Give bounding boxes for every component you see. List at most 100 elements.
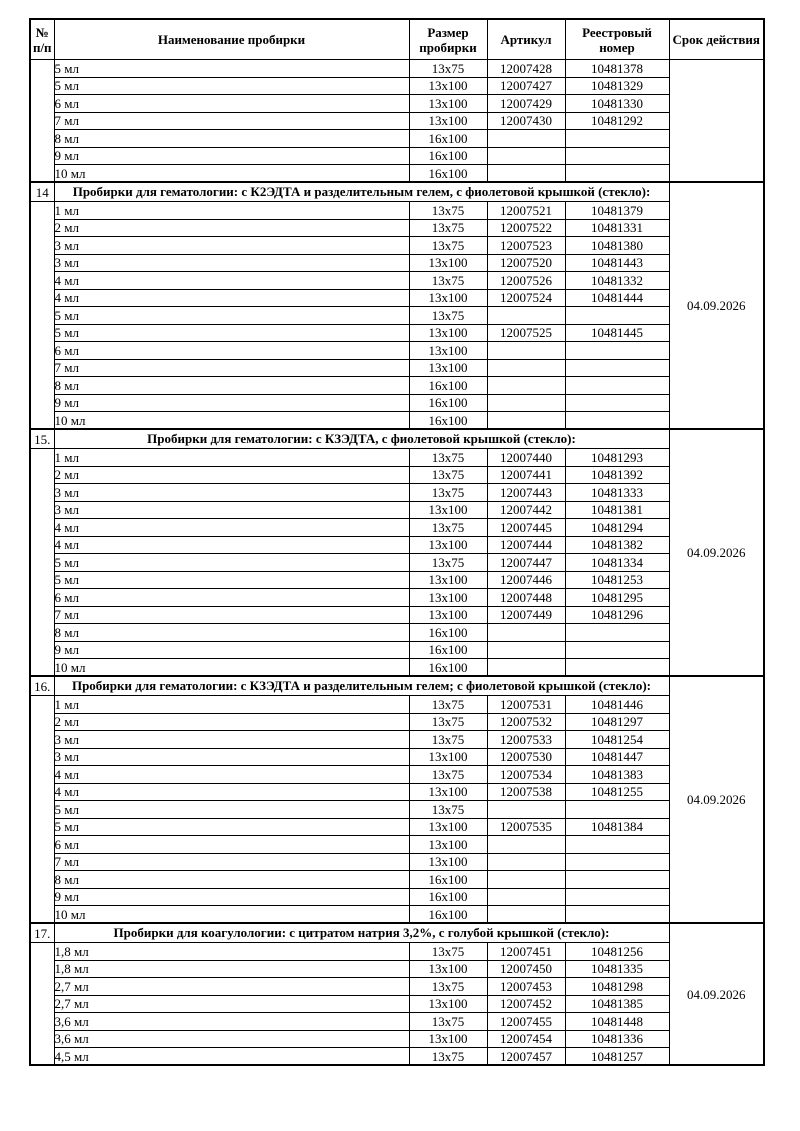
registry-cell [564,146,670,165]
tube-size-cell: 13x100 [408,588,488,607]
registry-cell: 10481443 [564,253,670,272]
article-cell: 12007449 [486,605,566,624]
registry-cell: 10481385 [564,994,670,1013]
tube-size-cell: 13x75 [408,942,488,961]
article-cell: 12007428 [486,59,566,78]
tube-name-cell: 1 мл [53,201,410,220]
tube-size-cell: 13x100 [408,605,488,624]
tube-size-cell: 16x100 [408,640,488,659]
section-title: Пробирки для гематологии: с К2ЭДТА и раз… [53,181,670,202]
table-row: 4 мл 13x100 12007524 10481444 [30,288,764,307]
header-num: № п/п [29,18,55,60]
tube-size-cell: 13x75 [408,306,488,325]
registry-cell: 10481254 [564,730,670,749]
article-cell [486,870,566,889]
tube-name-cell: 10 мл [53,411,410,430]
tube-name-cell: 4 мл [53,782,410,801]
table-row: 6 мл 13x100 12007448 10481295 [30,588,764,607]
tube-size-cell: 13x100 [408,570,488,589]
article-cell: 12007521 [486,201,566,220]
table-row: 3 мл 13x75 12007533 10481254 [30,730,764,749]
registry-cell [564,887,670,906]
tube-size-cell: 16x100 [408,164,488,183]
tube-size-cell: 13x100 [408,1029,488,1048]
tube-name-cell: 2 мл [53,712,410,731]
tube-name-cell: 8 мл [53,376,410,395]
table-row: 3 мл 13x100 12007520 10481443 [30,253,764,272]
tube-name-cell: 4 мл [53,765,410,784]
registry-cell: 10481333 [564,483,670,502]
tube-size-cell: 13x100 [408,358,488,377]
tube-size-cell: 13x100 [408,341,488,360]
tube-name-cell: 8 мл [53,870,410,889]
registry-cell [564,800,670,819]
registry-cell [564,358,670,377]
tube-size-cell: 13x75 [408,977,488,996]
article-cell: 12007450 [486,959,566,978]
tube-name-cell: 2 мл [53,218,410,237]
article-cell: 12007534 [486,765,566,784]
section-number: 15. [29,428,55,449]
article-cell [486,129,566,148]
registry-cell: 10481379 [564,201,670,220]
table-row: 3,6 мл 13x100 12007454 10481336 [30,1029,764,1048]
validity-value: 04.09.2026 [668,675,765,924]
tube-size-cell: 13x75 [408,201,488,220]
registry-cell: 10481332 [564,271,670,290]
article-cell [486,887,566,906]
article-cell [486,146,566,165]
registry-cell: 10481257 [564,1047,670,1066]
tube-name-cell: 10 мл [53,905,410,924]
table-row: 4 мл 13x75 12007445 10481294 [30,518,764,537]
tube-name-cell: 10 мл [53,658,410,677]
tube-size-cell: 13x100 [408,782,488,801]
tube-name-cell: 6 мл [53,835,410,854]
registry-cell: 10481444 [564,288,670,307]
article-cell: 12007523 [486,236,566,255]
table-row: 5 мл 13x100 12007446 10481253 [30,570,764,589]
tube-size-cell: 13x75 [408,1047,488,1066]
registry-cell: 10481447 [564,747,670,766]
tube-size-cell: 16x100 [408,411,488,430]
tube-name-cell: 3 мл [53,730,410,749]
article-cell: 12007427 [486,76,566,95]
table-row: 5 мл 13x75 [30,306,764,325]
tube-size-cell: 13x75 [408,483,488,502]
table-row: 4 мл 13x100 12007444 10481382 [30,535,764,554]
article-cell: 12007446 [486,570,566,589]
article-cell: 12007532 [486,712,566,731]
article-cell: 12007451 [486,942,566,961]
article-cell: 12007530 [486,747,566,766]
table-row: 4 мл 13x75 12007526 10481332 [30,271,764,290]
registry-cell [564,852,670,871]
tube-name-cell: 1,8 мл [53,942,410,961]
table-body: 5 мл 13x75 12007428 10481378 5 мл 13x100 12007… [29,59,765,1066]
tube-name-cell: 6 мл [53,341,410,360]
tube-size-cell: 16x100 [408,887,488,906]
registry-cell [564,306,670,325]
tube-size-cell: 13x100 [408,535,488,554]
table-row: 1 мл 13x75 12007521 10481379 [29,201,764,430]
table-row: 1 мл 13x75 12007440 10481293 [29,448,764,677]
article-cell [486,306,566,325]
tube-name-cell: 6 мл [53,588,410,607]
table-row: 5 мл 13x75 12007428 10481378 [29,59,765,183]
table-row: 7 мл 13x100 [30,358,764,377]
tube-name-cell: 1,8 мл [53,959,410,978]
tube-size-cell: 13x100 [408,994,488,1013]
tube-size-cell: 13x75 [408,712,488,731]
tube-name-cell: 1 мл [53,448,410,467]
table-row: 3 мл 13x100 12007442 10481381 [30,500,764,519]
tube-name-cell: 3 мл [53,236,410,255]
registry-cell: 10481383 [564,765,670,784]
tube-name-cell: 7 мл [53,111,410,130]
article-cell: 12007445 [486,518,566,537]
registry-cell: 10481446 [564,695,670,714]
article-cell: 12007454 [486,1029,566,1048]
article-cell [486,411,566,430]
section-title: Пробирки для гематологии: с КЗЭДТА, с фи… [53,428,670,449]
registry-cell: 10481448 [564,1012,670,1031]
tube-size-cell: 13x100 [408,959,488,978]
table-row: 6 мл 13x100 [30,341,764,360]
registry-cell: 10481378 [564,59,670,78]
